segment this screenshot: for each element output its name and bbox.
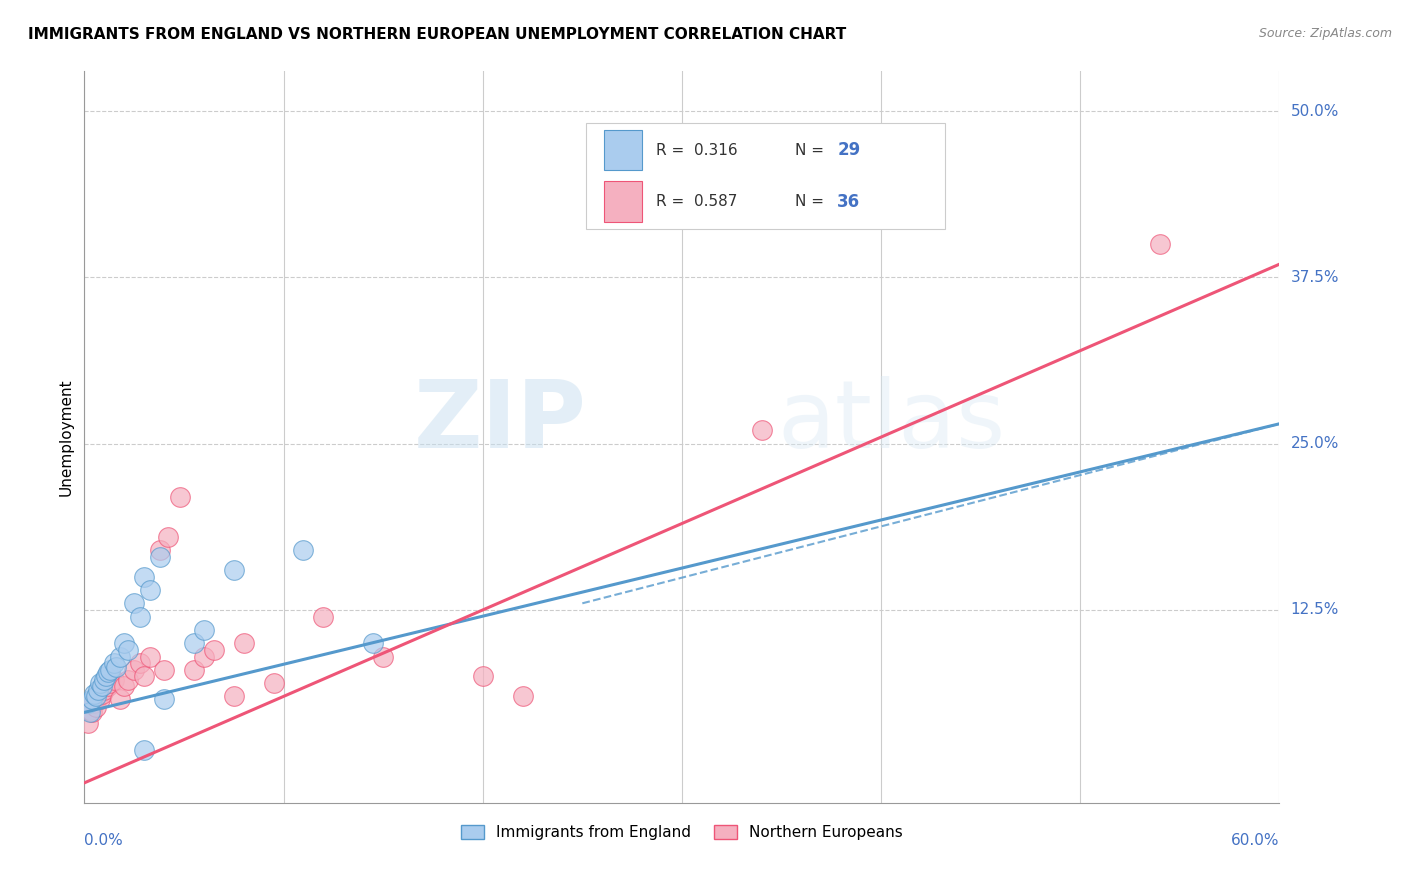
Point: [751, 424, 773, 438]
Legend: Immigrants from England, Northern Europeans: Immigrants from England, Northern Europe…: [454, 819, 910, 847]
Point: [232, 636, 254, 650]
Point: [103, 673, 125, 688]
Point: [93, 682, 115, 697]
Point: [149, 543, 172, 558]
Point: [1149, 237, 1171, 252]
Point: [105, 660, 128, 674]
Point: [149, 549, 172, 564]
Point: [83, 696, 105, 710]
Point: [122, 663, 145, 677]
Point: [86, 700, 108, 714]
Point: [222, 563, 245, 577]
Point: [157, 530, 180, 544]
Text: N =: N =: [796, 143, 830, 158]
Text: 50.0%: 50.0%: [1291, 103, 1339, 119]
Point: [263, 676, 285, 690]
Text: R =  0.316: R = 0.316: [655, 143, 737, 158]
Point: [77, 696, 100, 710]
Point: [77, 716, 100, 731]
Point: [471, 669, 494, 683]
Point: [651, 184, 673, 198]
Point: [132, 742, 156, 756]
Text: IMMIGRANTS FROM ENGLAND VS NORTHERN EUROPEAN UNEMPLOYMENT CORRELATION CHART: IMMIGRANTS FROM ENGLAND VS NORTHERN EURO…: [28, 27, 846, 42]
Point: [139, 649, 162, 664]
Point: [373, 649, 395, 664]
FancyBboxPatch shape: [605, 130, 643, 170]
Point: [222, 690, 245, 704]
Point: [169, 490, 191, 504]
Point: [89, 692, 111, 706]
Text: 60.0%: 60.0%: [1232, 833, 1279, 848]
Point: [112, 679, 135, 693]
Point: [183, 636, 205, 650]
Text: 0.0%: 0.0%: [84, 833, 124, 848]
Point: [83, 687, 105, 701]
Text: atlas: atlas: [778, 376, 1005, 468]
Y-axis label: Unemployment: Unemployment: [58, 378, 73, 496]
Point: [202, 643, 225, 657]
Point: [117, 673, 139, 688]
Point: [139, 582, 162, 597]
Text: 25.0%: 25.0%: [1291, 436, 1339, 451]
Point: [82, 692, 104, 706]
Point: [103, 656, 125, 670]
Point: [91, 679, 114, 693]
Point: [122, 596, 145, 610]
Point: [132, 570, 156, 584]
Text: R =  0.587: R = 0.587: [655, 194, 737, 209]
Point: [98, 676, 121, 690]
Point: [153, 663, 176, 677]
Text: 12.5%: 12.5%: [1291, 602, 1339, 617]
Point: [110, 649, 132, 664]
Point: [89, 676, 111, 690]
Point: [129, 609, 152, 624]
Text: N =: N =: [796, 194, 830, 209]
Point: [97, 679, 120, 693]
Point: [98, 663, 121, 677]
Point: [79, 706, 101, 720]
Point: [153, 692, 176, 706]
FancyBboxPatch shape: [605, 181, 643, 222]
Text: Source: ZipAtlas.com: Source: ZipAtlas.com: [1258, 27, 1392, 40]
Point: [312, 609, 335, 624]
Point: [132, 669, 156, 683]
Point: [97, 665, 120, 680]
Point: [117, 643, 139, 657]
Point: [82, 706, 104, 720]
Point: [361, 636, 384, 650]
Point: [86, 690, 108, 704]
Point: [96, 669, 118, 683]
Text: ZIP: ZIP: [413, 376, 586, 468]
Text: 37.5%: 37.5%: [1291, 270, 1339, 285]
Text: 29: 29: [838, 141, 860, 160]
Point: [87, 682, 110, 697]
Text: 36: 36: [838, 193, 860, 211]
Point: [79, 703, 101, 717]
Point: [91, 687, 114, 701]
Point: [87, 690, 110, 704]
Point: [512, 690, 534, 704]
Point: [110, 692, 132, 706]
Point: [129, 656, 152, 670]
Point: [193, 649, 215, 664]
Point: [93, 673, 115, 688]
Point: [112, 636, 135, 650]
Point: [193, 623, 215, 637]
FancyBboxPatch shape: [586, 122, 945, 228]
Point: [183, 663, 205, 677]
Point: [292, 543, 315, 558]
